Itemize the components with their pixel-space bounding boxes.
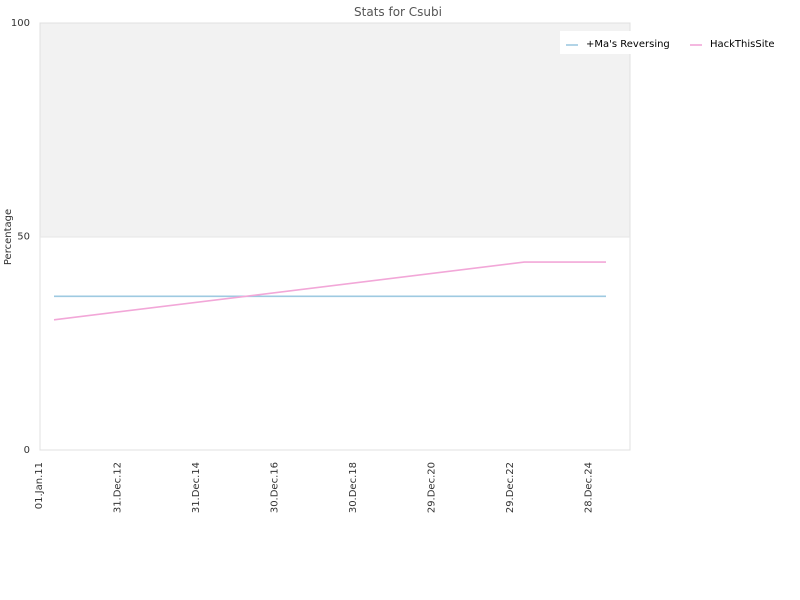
x-tick-label: 30.Dec.16 bbox=[270, 462, 281, 513]
x-tick-label: 30.Dec.18 bbox=[348, 462, 359, 513]
chart-title: Stats for Csubi bbox=[354, 5, 442, 19]
legend-label: +Ma's Reversing bbox=[586, 39, 670, 50]
y-axis-label: Percentage bbox=[3, 209, 14, 265]
x-tick-label: 31.Dec.12 bbox=[113, 462, 124, 513]
x-tick-label: 29.Dec.22 bbox=[505, 462, 516, 513]
legend: +Ma's Reversing HackThisSite bbox=[560, 31, 800, 54]
y-tick-label: 50 bbox=[17, 232, 30, 243]
y-tick-label: 0 bbox=[24, 445, 30, 456]
series-line-1 bbox=[53, 261, 606, 321]
legend-box bbox=[560, 31, 800, 54]
legend-label: HackThisSite bbox=[710, 39, 775, 50]
shaded-band bbox=[40, 23, 630, 237]
x-tick-label: 28.Dec.24 bbox=[584, 462, 595, 513]
y-tick-label: 100 bbox=[11, 18, 30, 29]
x-tick-label: 01.Jan.11 bbox=[34, 462, 45, 509]
x-tick-label: 31.Dec.14 bbox=[191, 462, 202, 513]
x-tick-label: 29.Dec.20 bbox=[427, 462, 438, 513]
